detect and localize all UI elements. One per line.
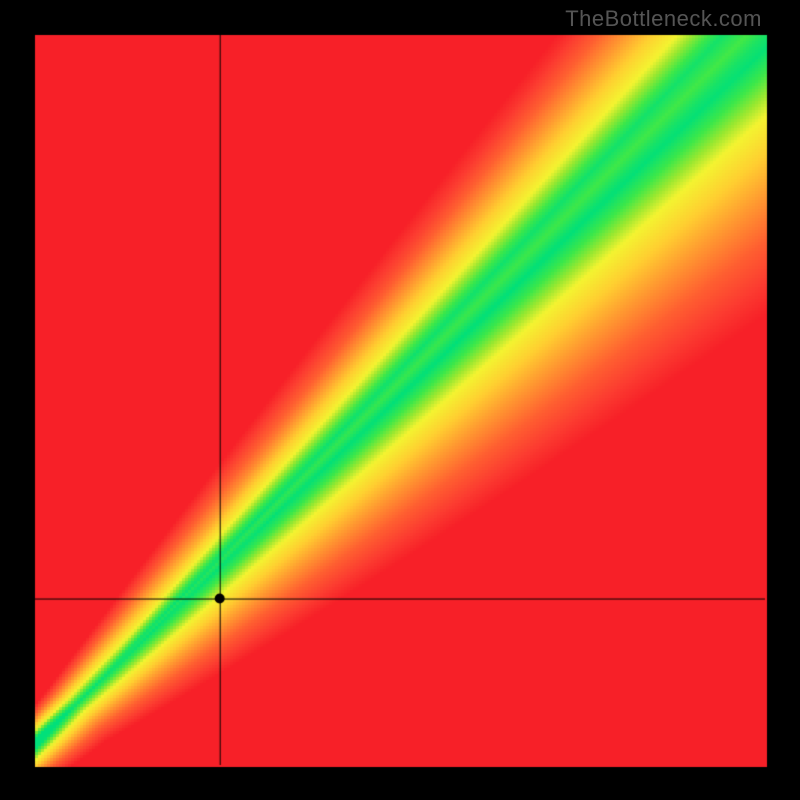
bottleneck-heatmap	[0, 0, 800, 800]
watermark-text: TheBottleneck.com	[565, 6, 762, 32]
